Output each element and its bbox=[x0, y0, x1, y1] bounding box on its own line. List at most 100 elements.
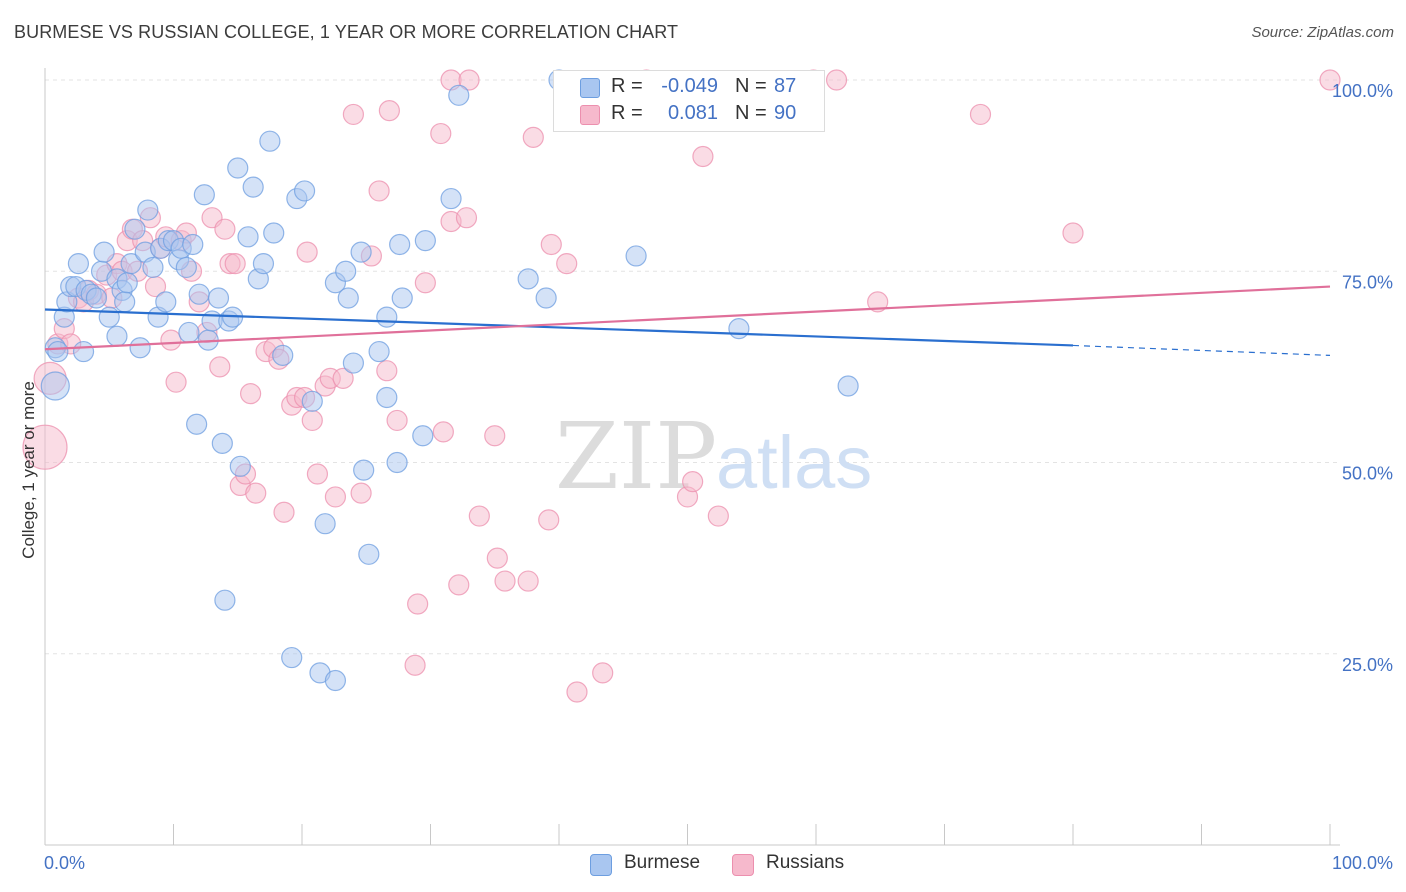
burmese-point bbox=[40, 371, 70, 401]
russians-swatch bbox=[580, 105, 600, 125]
x-tick-label: 0.0% bbox=[44, 853, 85, 873]
burmese-point bbox=[114, 291, 136, 313]
burmese-point bbox=[106, 325, 128, 347]
russians-point bbox=[404, 654, 426, 676]
russians-point bbox=[306, 463, 329, 485]
tick-labels: 25.0% 50.0% 75.0% 100.0% 0.0% 100.0% bbox=[44, 81, 1393, 873]
russians-point bbox=[566, 681, 588, 703]
burmese-point bbox=[368, 340, 390, 363]
russians-point bbox=[458, 69, 480, 91]
burmese-point bbox=[293, 180, 316, 202]
r-label: R = bbox=[611, 102, 643, 124]
burmese-point bbox=[448, 84, 470, 106]
burmese-point bbox=[214, 589, 236, 611]
burmese-point bbox=[237, 226, 259, 248]
burmese-trend-line bbox=[44, 308, 1074, 347]
russians-point bbox=[368, 180, 390, 202]
n-label: N = bbox=[735, 75, 767, 97]
russians-point bbox=[867, 291, 889, 313]
russians-point bbox=[160, 329, 182, 351]
russians-point bbox=[455, 207, 478, 229]
burmese-point bbox=[252, 253, 275, 275]
russians-point bbox=[165, 371, 187, 393]
russians-point bbox=[1062, 222, 1084, 244]
burmese-point bbox=[120, 253, 142, 275]
russians-point bbox=[342, 103, 364, 126]
burmese-point bbox=[98, 306, 120, 328]
burmese-point bbox=[47, 340, 69, 363]
n-value: 87 bbox=[774, 75, 797, 97]
russians-point bbox=[376, 360, 398, 382]
y-tick-label: 50.0% bbox=[1342, 464, 1393, 484]
burmese-point bbox=[182, 233, 204, 256]
legend-label: Burmese bbox=[624, 852, 701, 873]
russians-point bbox=[692, 145, 714, 168]
burmese-point bbox=[376, 306, 398, 328]
burmese-point bbox=[535, 287, 557, 309]
russians-point bbox=[386, 409, 408, 432]
legend-row-burmese: R = -0.049 N = 87 bbox=[554, 73, 824, 101]
burmese-point bbox=[229, 455, 251, 477]
burmese-point bbox=[314, 513, 336, 535]
burmese-point bbox=[227, 157, 249, 179]
burmese-point bbox=[391, 287, 413, 309]
burmese-point bbox=[67, 253, 90, 275]
burmese-points bbox=[40, 69, 859, 692]
russians-point bbox=[414, 272, 436, 294]
burmese-point bbox=[85, 287, 108, 309]
burmese-point bbox=[728, 318, 750, 340]
russians-point bbox=[707, 505, 729, 527]
russians-point bbox=[592, 662, 614, 684]
y-tick-label: 25.0% bbox=[1342, 655, 1393, 675]
trend-lines bbox=[44, 285, 1331, 356]
burmese-point bbox=[155, 291, 177, 313]
russians-legend-swatch bbox=[732, 854, 754, 876]
burmese-point bbox=[301, 390, 323, 412]
burmese-point bbox=[272, 344, 294, 366]
watermark: ZIP atlas bbox=[555, 403, 872, 510]
burmese-point bbox=[353, 459, 375, 481]
russians-point bbox=[22, 424, 68, 470]
russians-point bbox=[245, 482, 267, 504]
burmese-point bbox=[335, 260, 357, 282]
russians-point bbox=[468, 505, 490, 527]
russians-point bbox=[224, 253, 246, 275]
russians-point bbox=[296, 241, 318, 263]
burmese-swatch bbox=[580, 78, 600, 98]
burmese-point bbox=[178, 321, 200, 344]
burmese-point bbox=[412, 425, 434, 447]
legend-label: Russians bbox=[766, 852, 845, 873]
burmese-point bbox=[342, 352, 364, 374]
burmese-point bbox=[837, 375, 859, 397]
n-label: N = bbox=[735, 102, 767, 124]
russians-point bbox=[209, 356, 231, 378]
burmese-point bbox=[350, 241, 372, 263]
burmese-legend-swatch bbox=[590, 854, 612, 876]
russians-point bbox=[682, 471, 704, 493]
russians-point bbox=[273, 501, 295, 523]
burmese-point bbox=[211, 432, 233, 454]
russians-point bbox=[430, 122, 452, 145]
chart-title: BURMESE VS RUSSIAN COLLEGE, 1 YEAR OR MO… bbox=[14, 22, 679, 42]
correlation-legend: R = -0.049 N = 87 R = 0.081 N = 90 bbox=[553, 70, 825, 132]
russians-point bbox=[240, 383, 262, 405]
russians-point bbox=[432, 421, 454, 443]
russians-point bbox=[540, 233, 562, 256]
burmese-point bbox=[324, 669, 347, 692]
burmese-point bbox=[358, 543, 380, 565]
burmese-point bbox=[186, 413, 208, 435]
burmese-point bbox=[281, 646, 303, 669]
burmese-point bbox=[129, 337, 151, 359]
burmese-point bbox=[72, 340, 95, 363]
burmese-point bbox=[625, 245, 647, 267]
russians-point bbox=[324, 486, 347, 508]
n-value: 90 bbox=[774, 102, 797, 124]
source-label: Source: ZipAtlas.com bbox=[1251, 24, 1394, 41]
burmese-point bbox=[242, 176, 264, 198]
r-value: 0.081 bbox=[667, 102, 718, 124]
russians-point bbox=[969, 103, 992, 126]
russians-trend-line bbox=[44, 285, 1331, 351]
burmese-point bbox=[175, 256, 197, 279]
burmese-point bbox=[440, 187, 462, 210]
